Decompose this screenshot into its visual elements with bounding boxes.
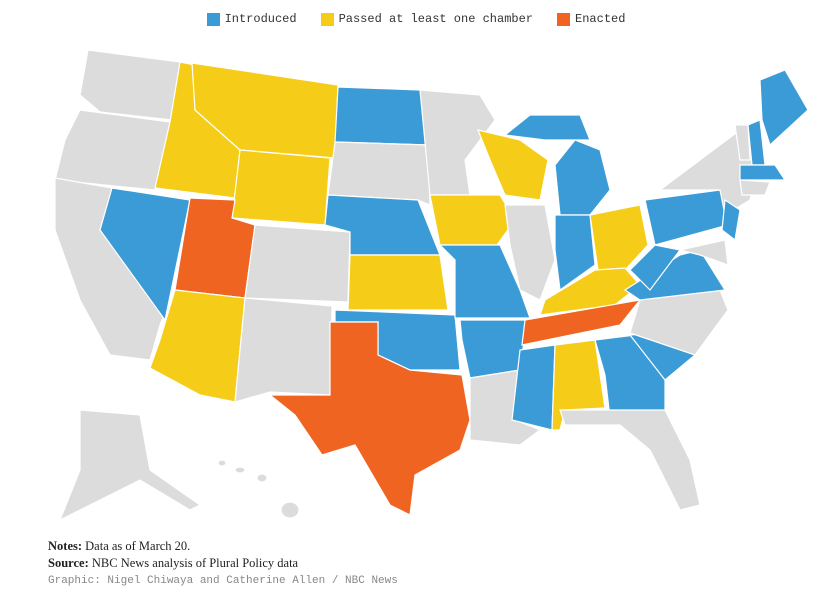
source-text: NBC News analysis of Plural Policy data [91,556,299,570]
island [217,459,227,467]
state [79,49,181,121]
legend-swatch [320,12,334,26]
legend-item: Enacted [557,12,625,26]
state [334,86,429,146]
notes-label: Notes: [48,539,83,553]
state [503,114,591,141]
state [54,109,171,191]
legend-label: Introduced [224,12,297,26]
state [554,214,596,292]
state [58,409,202,522]
state [589,204,649,271]
state [99,187,191,322]
state [644,189,729,246]
state [759,69,809,147]
state [739,179,771,196]
state [521,299,642,346]
notes: Notes: Data as of March 20. [48,539,190,554]
state [721,198,741,242]
state [739,164,787,181]
state [504,204,556,301]
island [234,466,246,474]
state [244,224,351,303]
state [477,129,549,201]
notes-text: Data as of March 20. [85,539,191,553]
island [280,501,300,519]
state [438,244,531,319]
legend-swatch [557,12,571,26]
legend-item: Passed at least one chamber [320,12,534,26]
legend-label: Passed at least one chamber [338,12,534,26]
state [679,239,729,266]
state [559,409,701,511]
legend-swatch [206,12,220,26]
state [327,141,431,206]
legend: Introduced Passed at least one chamber Ena… [0,12,832,26]
state [231,149,331,226]
legend-label: Enacted [575,12,626,26]
state [429,194,516,246]
legend-item: Introduced [206,12,297,26]
credit: Graphic: Nigel Chiwaya and Catherine All… [48,575,398,587]
island [256,473,268,483]
state [347,254,449,311]
state [268,321,471,516]
state [734,124,751,161]
state [554,139,611,216]
state [459,319,528,379]
source: Source: NBC News analysis of Plural Poli… [48,556,298,571]
source-label: Source: [48,556,89,570]
state [234,297,333,403]
